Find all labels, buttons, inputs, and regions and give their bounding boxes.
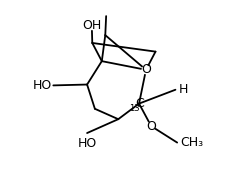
Text: HO: HO xyxy=(78,137,97,150)
Text: 13: 13 xyxy=(129,104,139,113)
Text: C: C xyxy=(136,97,144,110)
Text: O: O xyxy=(146,120,156,133)
Text: HO: HO xyxy=(32,79,52,92)
Circle shape xyxy=(142,66,150,74)
Text: OH: OH xyxy=(82,19,102,32)
Text: H: H xyxy=(179,83,188,96)
Text: CH₃: CH₃ xyxy=(181,136,204,149)
Text: O: O xyxy=(141,63,151,76)
Circle shape xyxy=(147,122,155,130)
